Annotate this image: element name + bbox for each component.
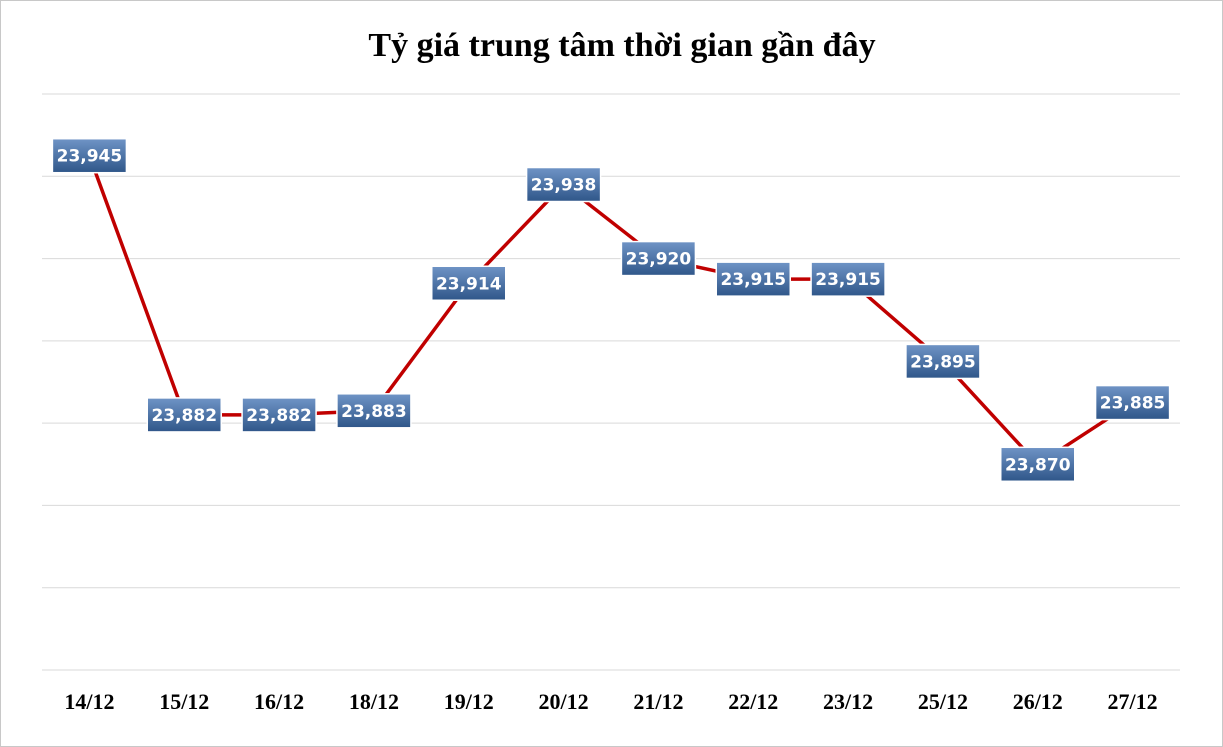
label-box xyxy=(51,137,128,174)
label-box xyxy=(525,166,602,203)
x-tick-label: 19/12 xyxy=(444,689,494,714)
data-label: 23,914 xyxy=(431,265,507,302)
label-box xyxy=(146,397,222,433)
value-label: 23,938 xyxy=(531,176,597,196)
value-label: 23,883 xyxy=(341,402,407,422)
label-box xyxy=(620,240,697,277)
data-label: 23,915 xyxy=(715,261,791,297)
value-label: 23,895 xyxy=(910,352,976,372)
value-label: 23,882 xyxy=(246,406,312,426)
value-label: 23,920 xyxy=(626,250,692,270)
chart-title: Tỷ giá trung tâm thời gian gần đây xyxy=(368,27,875,64)
x-tick-label: 16/12 xyxy=(254,689,304,714)
label-box xyxy=(1000,446,1076,483)
label-box xyxy=(431,265,507,302)
data-label: 23,870 xyxy=(1000,446,1076,483)
x-tick-label: 21/12 xyxy=(633,689,683,714)
x-tick-label: 20/12 xyxy=(539,689,589,714)
value-label: 23,915 xyxy=(815,270,881,290)
x-tick-label: 18/12 xyxy=(349,689,399,714)
data-label: 23,885 xyxy=(1094,384,1171,421)
x-tick-label: 15/12 xyxy=(159,689,209,714)
x-tick-label: 27/12 xyxy=(1108,689,1158,714)
x-tick-label: 26/12 xyxy=(1013,689,1063,714)
value-label: 23,914 xyxy=(436,274,502,294)
value-label: 23,882 xyxy=(151,406,217,426)
label-box xyxy=(715,261,791,297)
data-label: 23,882 xyxy=(241,397,317,433)
label-box xyxy=(336,393,412,429)
data-label: 23,883 xyxy=(336,393,412,429)
x-tick-label: 25/12 xyxy=(918,689,968,714)
value-label: 23,885 xyxy=(1100,394,1166,414)
data-label: 23,938 xyxy=(525,166,602,203)
label-box xyxy=(810,261,886,297)
value-label: 23,870 xyxy=(1005,455,1071,475)
data-label: 23,920 xyxy=(620,240,697,277)
data-label: 23,945 xyxy=(51,137,128,174)
data-label: 23,895 xyxy=(905,343,981,380)
label-box xyxy=(905,343,981,380)
data-label: 23,882 xyxy=(146,397,222,433)
data-label: 23,915 xyxy=(810,261,886,297)
label-box xyxy=(241,397,317,433)
x-tick-label: 22/12 xyxy=(728,689,778,714)
label-box xyxy=(1094,384,1171,421)
x-tick-label: 23/12 xyxy=(823,689,873,714)
x-tick-label: 14/12 xyxy=(64,689,114,714)
value-label: 23,915 xyxy=(720,270,786,290)
value-label: 23,945 xyxy=(57,147,123,167)
